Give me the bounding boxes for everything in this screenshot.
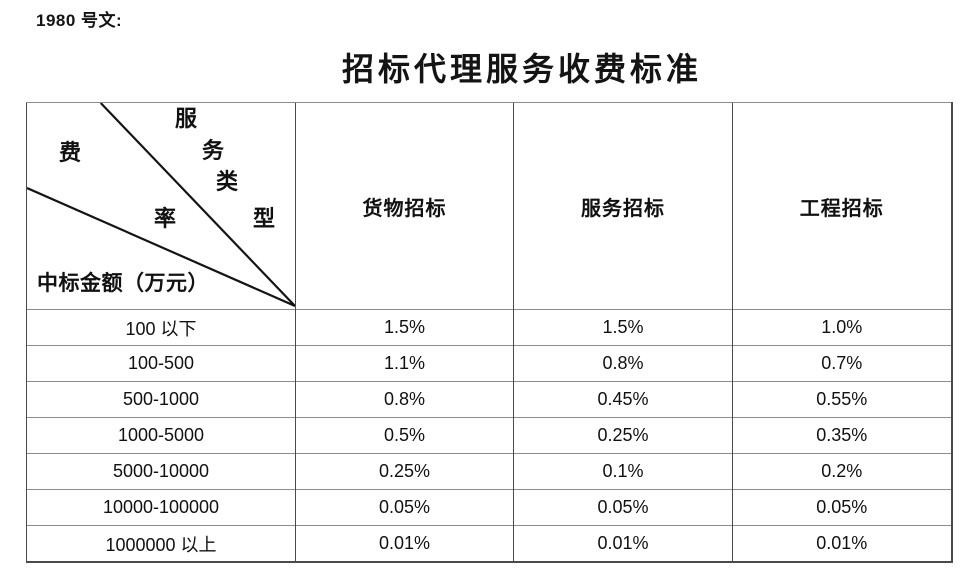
table-row: 100-500 1.1% 0.8% 0.7%	[26, 345, 952, 382]
rate-cell: 1.0%	[732, 309, 952, 346]
rate-cell: 0.25%	[513, 417, 733, 454]
rate-cell: 0.7%	[732, 345, 952, 382]
rate-cell: 0.05%	[295, 489, 514, 526]
doc-ref-label: 1980 号文:	[36, 11, 123, 30]
rate-cell: 1.5%	[513, 309, 733, 346]
row-label: 1000-5000	[26, 417, 296, 454]
column-header-goods: 货物招标	[295, 102, 514, 310]
corner-value-dim-char: 费	[59, 140, 82, 165]
row-label: 100 以下	[26, 309, 296, 346]
table-row: 100 以下 1.5% 1.5% 1.0%	[26, 309, 952, 346]
table-header-row: 服 务 类 型 费 率 中标金额（万元） 货物招标 服务招标 工程招标	[26, 102, 952, 310]
rate-cell: 1.1%	[295, 345, 514, 382]
corner-row-dim-label: 中标金额（万元）	[37, 271, 209, 295]
rate-cell: 0.8%	[295, 381, 514, 418]
rate-cell: 0.55%	[732, 381, 952, 418]
rate-cell: 0.35%	[732, 417, 952, 454]
rate-cell: 0.45%	[513, 381, 733, 418]
corner-col-dim-char: 务	[202, 138, 225, 163]
table-row: 5000-10000 0.25% 0.1% 0.2%	[26, 453, 952, 490]
row-label: 500-1000	[26, 381, 296, 418]
table-row: 500-1000 0.8% 0.45% 0.55%	[26, 381, 952, 418]
corner-value-dim-char: 率	[154, 206, 177, 231]
row-label: 1000000 以上	[26, 525, 296, 562]
rate-cell: 0.01%	[513, 525, 733, 562]
corner-col-dim-char: 类	[216, 169, 239, 194]
corner-col-dim-char: 服	[175, 106, 198, 131]
diagonal-header-cell: 服 务 类 型 费 率 中标金额（万元）	[26, 102, 296, 310]
table-row: 1000-5000 0.5% 0.25% 0.35%	[26, 417, 952, 454]
diagonal-lines	[27, 103, 295, 308]
column-header-services: 服务招标	[513, 102, 733, 310]
rate-cell: 0.5%	[295, 417, 514, 454]
fee-table: 服 务 类 型 费 率 中标金额（万元） 货物招标 服务招标 工程招标 100 …	[26, 102, 953, 563]
rate-cell: 0.05%	[513, 489, 733, 526]
rate-cell: 0.1%	[513, 453, 733, 490]
fee-table-container: 服 务 类 型 费 率 中标金额（万元） 货物招标 服务招标 工程招标 100 …	[26, 102, 953, 563]
rate-cell: 0.01%	[295, 525, 514, 562]
rate-cell: 0.25%	[295, 453, 514, 490]
row-label: 10000-100000	[26, 489, 296, 526]
rate-cell: 0.8%	[513, 345, 733, 382]
rate-cell: 1.5%	[295, 309, 514, 346]
row-label: 100-500	[26, 345, 296, 382]
corner-col-dim-char: 型	[253, 206, 276, 231]
table-row: 10000-100000 0.05% 0.05% 0.05%	[26, 489, 952, 526]
row-label: 5000-10000	[26, 453, 296, 490]
column-header-engineering: 工程招标	[732, 102, 952, 310]
rate-cell: 0.01%	[732, 525, 952, 562]
table-row: 1000000 以上 0.01% 0.01% 0.01%	[26, 525, 952, 562]
rate-cell: 0.05%	[732, 489, 952, 526]
rate-cell: 0.2%	[732, 453, 952, 490]
page-title: 招标代理服务收费标准	[341, 51, 702, 87]
